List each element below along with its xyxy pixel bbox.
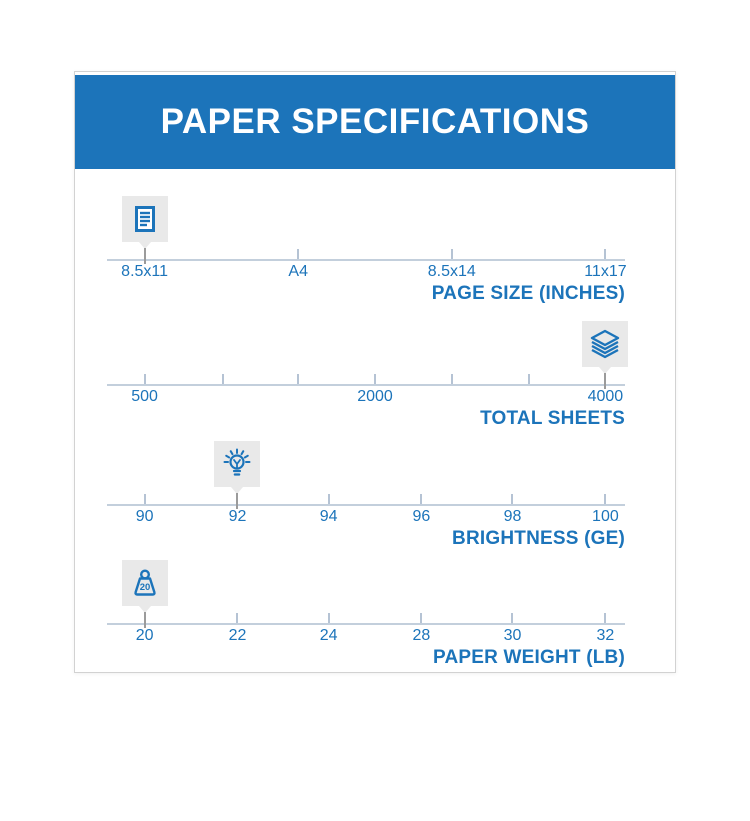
tick-mark [527,374,530,384]
marker-pointer [138,242,151,249]
paper-weight-marker: 20 [121,560,168,613]
scale-total-sheets: 500 2000 4000 TOTAL SHEETS [107,321,629,433]
tick-mark [327,613,330,623]
tick-label: 28 [412,627,431,644]
brightness-marker [214,441,261,494]
tick-label: 94 [319,508,338,525]
marker-pointer [599,367,612,374]
tick-label: 90 [135,508,154,525]
total-sheets-marker [582,321,629,374]
tick-mark [420,613,423,623]
marker-pointer [231,487,244,494]
scale-paper-weight: 20 20 22 24 28 30 32 PAPER WEIGHT (LB) [107,560,625,672]
category-label-brightness: BRIGHTNESS (GE) [452,528,625,549]
tick-mark [374,374,376,384]
tick-mark [511,613,514,623]
tick-mark [450,374,453,384]
tick-label: 32 [596,627,615,644]
tick-label: 2000 [357,388,393,405]
paper-specifications-card: PAPER SPECIFICATIONS 8.5x11 A4 8.5x14 11… [74,71,676,673]
tick-mark [327,494,330,504]
tick-label: 98 [503,508,522,525]
marker-box [582,321,629,367]
category-label-page-size: PAGE SIZE (INCHES) [431,283,625,304]
scale-brightness: 90 92 94 96 98 100 BRIGHTNESS (GE) [107,441,625,553]
tick-mark-selected [143,248,146,264]
category-label-paper-weight: PAPER WEIGHT (LB) [433,647,625,668]
tick-label: 20 [135,627,154,644]
tick-mark [604,249,607,259]
tick-mark [236,613,239,623]
tick-mark [222,374,225,384]
tick-mark [297,374,300,384]
axis-line [107,259,625,261]
tick-label: 11x17 [584,263,627,280]
tick-label: A4 [288,263,308,280]
header-banner: PAPER SPECIFICATIONS [75,75,675,169]
tick-mark [450,249,453,259]
tick-label: 8.5x11 [121,263,169,280]
axis-line [107,384,625,386]
tick-mark [511,494,514,504]
tick-mark-selected [236,493,239,509]
tick-label: 100 [592,508,619,525]
tick-mark [420,494,423,504]
tick-label: 96 [412,508,431,525]
tick-label: 22 [228,627,247,644]
tick-label: 24 [319,627,338,644]
weight-icon: 20 [133,569,156,596]
tick-label: 4000 [587,388,624,405]
scale-page-size: 8.5x11 A4 8.5x14 11x17 PAGE SIZE (INCHES… [107,196,627,308]
axis-line [107,504,625,506]
tick-mark [604,613,607,623]
marker-box [121,196,168,242]
sheets-icon [591,329,620,359]
tick-label: 92 [228,508,247,525]
tick-mark-selected [604,373,607,389]
weight-value-text: 20 [139,582,150,593]
lightbulb-icon [223,448,251,476]
tick-label: 500 [131,388,158,405]
tick-mark-selected [143,612,146,628]
tick-mark [604,494,607,504]
tick-mark [143,374,146,384]
tick-mark [143,494,146,504]
page-size-marker [121,196,168,249]
marker-box: 20 [121,560,168,606]
tick-label: 8.5x14 [427,263,476,280]
tick-mark [297,249,300,259]
page-title: PAPER SPECIFICATIONS [160,102,590,141]
marker-box [214,441,261,487]
document-icon [134,206,155,232]
marker-pointer [138,606,151,613]
axis-line [107,623,625,625]
tick-label: 30 [503,627,522,644]
category-label-total-sheets: TOTAL SHEETS [480,408,625,429]
